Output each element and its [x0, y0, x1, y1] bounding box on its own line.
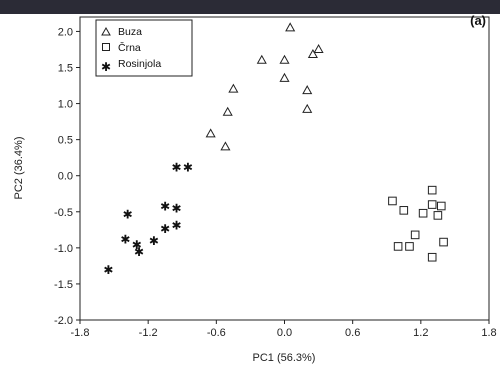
data-point--rna — [388, 196, 397, 206]
x-tick-label: 0.6 — [345, 327, 360, 339]
data-point-buza — [205, 128, 216, 138]
data-point-rosinjola: ✱ — [172, 218, 182, 232]
data-point-rosinjola: ✱ — [103, 263, 113, 277]
data-point--rna — [433, 211, 443, 220]
data-point--rna — [410, 230, 420, 240]
data-point-buza — [222, 106, 233, 116]
y-tick-label: -1.5 — [54, 279, 73, 291]
x-tick-label: -1.2 — [139, 327, 158, 339]
data-point--rna — [427, 252, 437, 262]
data-point-buza — [302, 85, 313, 95]
data-point-rosinjola: ✱ — [134, 245, 144, 259]
data-point-buza — [307, 48, 318, 59]
data-point-rosinjola: ✱ — [183, 161, 193, 175]
x-tick-label: -0.6 — [207, 327, 226, 339]
y-tick-label: -1.0 — [54, 243, 73, 255]
x-tick-label: 0.0 — [277, 327, 292, 339]
top-edge-band — [0, 0, 500, 14]
y-axis-title: PC2 (36.4%) — [13, 137, 25, 200]
legend-label-buza: Buza — [118, 26, 142, 38]
data-point-buza — [256, 54, 267, 64]
data-point--rna — [427, 185, 437, 195]
legend-label-crna: Črna — [118, 41, 141, 54]
legend-item-rosinjola: ✱ Rosinjola — [101, 58, 161, 74]
y-tick-label: 0.5 — [58, 135, 73, 147]
data-point-buza — [313, 43, 324, 53]
data-point--rna — [418, 208, 428, 218]
x-tick-label: 1.8 — [481, 327, 496, 339]
y-tick-label: 1.5 — [58, 63, 73, 75]
panel-label: (a) — [470, 13, 486, 28]
data-point-rosinjola: ✱ — [123, 207, 133, 221]
legend-item-buza: Buza — [101, 26, 142, 38]
x-axis-ticks: -1.8 -1.2 -0.6 0.0 0.6 1.2 1.8 — [71, 320, 497, 339]
y-tick-label: 0.0 — [58, 171, 73, 183]
legend-star-icon: ✱ — [101, 60, 111, 74]
y-tick-label: -2.0 — [54, 315, 73, 327]
data-point-rosinjola: ✱ — [160, 222, 170, 236]
data-point--rna — [436, 201, 446, 211]
x-axis-title: PC1 (56.3%) — [253, 352, 316, 364]
data-point-buza — [279, 54, 290, 64]
data-point-rosinjola: ✱ — [132, 238, 142, 252]
legend-square-icon — [102, 43, 110, 51]
legend-item-crna: Črna — [102, 41, 141, 54]
data-point-rosinjola: ✱ — [160, 200, 170, 214]
y-axis-ticks: 2.0 1.5 1.0 0.5 0.0 -0.5 -1.0 -1.5 -2.0 — [54, 26, 80, 327]
data-point-rosinjola: ✱ — [149, 234, 159, 248]
data-point--rna — [427, 200, 437, 209]
data-point--rna — [399, 206, 409, 215]
data-points: ✱ ✱✱ ✱✱✱✱✱ ✱✱✱✱ — [103, 22, 448, 277]
data-point--rna — [393, 242, 403, 251]
y-tick-label: 1.0 — [58, 99, 73, 111]
data-point--rna — [439, 237, 448, 247]
legend-box — [95, 19, 193, 77]
legend-label-rosinjola: Rosinjola — [118, 58, 161, 70]
data-point-rosinjola: ✱ — [120, 233, 130, 247]
data-point-buza — [285, 22, 296, 32]
legend: Buza Črna ✱ Rosinjola — [95, 19, 193, 77]
data-point-buza — [279, 72, 290, 82]
legend-triangle-icon — [101, 26, 111, 36]
x-tick-label: 1.2 — [413, 327, 428, 339]
data-point-buza — [302, 103, 313, 113]
data-point-rosinjola: ✱ — [172, 202, 182, 216]
y-tick-label: 2.0 — [58, 26, 73, 38]
data-point-buza — [220, 141, 231, 151]
data-point-buza — [228, 83, 239, 93]
x-tick-label: -1.8 — [71, 327, 90, 339]
data-point-rosinjola: ✱ — [172, 161, 182, 175]
data-point--rna — [405, 242, 414, 251]
y-tick-label: -0.5 — [54, 207, 73, 219]
